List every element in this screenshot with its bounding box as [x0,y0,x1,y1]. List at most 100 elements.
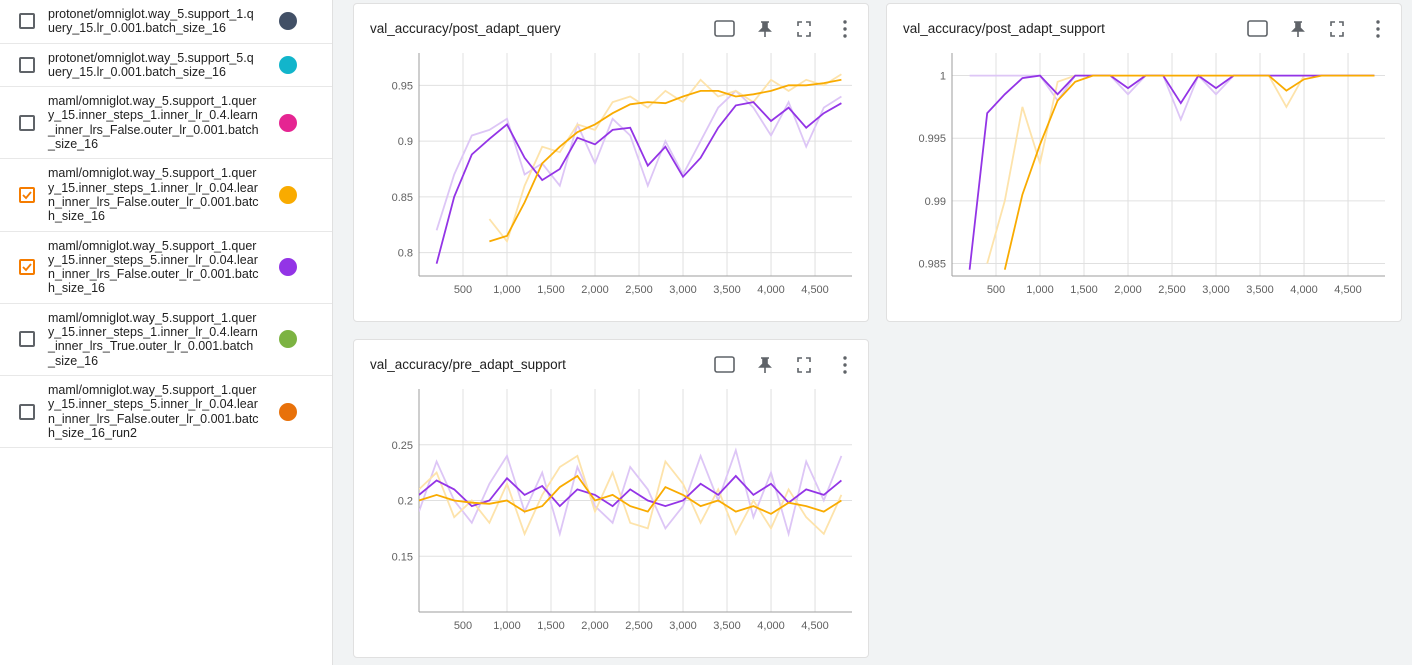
y-tick-label: 0.985 [918,258,946,270]
x-tick-label: 3,500 [713,284,741,296]
y-tick-label: 1 [940,71,946,83]
x-tick-label: 3,500 [713,620,741,632]
x-tick-label: 3,000 [1202,284,1230,296]
x-tick-label: 4,500 [801,620,829,632]
x-tick-label: 500 [454,620,472,632]
x-tick-label: 500 [454,284,472,296]
run-label: protonet/omniglot.way_5.support_1.query_… [48,7,254,36]
chart-card: val_accuracy/post_adapt_query 500 1,000 1,5… [353,3,869,322]
run-row[interactable]: protonet/omniglot.way_5.support_1.query_… [0,0,332,44]
series-line [435,89,842,231]
y-tick-label: 0.25 [392,440,413,452]
chart-card: val_accuracy/pre_adapt_support 500 1,000 1,… [353,339,869,658]
run-row[interactable]: maml/omniglot.way_5.support_1.query_15.i… [0,87,332,160]
x-tick-label: 1,500 [537,284,565,296]
checkbox[interactable] [19,331,35,348]
x-tick-label: 2,500 [1158,284,1186,296]
check-path [22,263,32,272]
icon-data-selection[interactable] [714,20,735,37]
x-tick-label: 2,500 [625,620,653,632]
x-tick-label: 2,000 [581,620,609,632]
series-line [489,78,842,243]
x-tick-label: 4,500 [801,284,829,296]
x-tick-label: 1,500 [1070,284,1098,296]
chart-card: val_accuracy/post_adapt_support 500 1,000 1… [886,3,1402,322]
run-color[interactable] [279,258,297,277]
icon-more[interactable] [843,370,847,374]
icon-more[interactable] [843,20,847,24]
x-tick-label: 4,000 [757,284,785,296]
series-line [419,474,842,508]
series-line [419,447,843,538]
x-tick-label: 1,000 [493,620,521,632]
x-tick-label: 2,000 [1114,284,1142,296]
chart-title: val_accuracy/pre_adapt_support [370,357,566,372]
run-label: maml/omniglot.way_5.support_1.query_15.i… [48,238,259,296]
run-label: maml/omniglot.way_5.support_1.query_15.i… [48,94,259,152]
y-tick-label: 0.8 [398,248,413,260]
check-mark [22,263,32,272]
checkbox[interactable] [19,56,35,73]
y-tick-label: 0.2 [398,496,413,508]
x-tick-label: 4,000 [1290,284,1318,296]
x-tick-label: 1,000 [1026,284,1054,296]
run-color[interactable] [279,12,297,31]
x-tick-label: 2,000 [581,284,609,296]
series-line [419,474,842,515]
run-label: protonet/omniglot.way_5.support_5.query_… [48,50,254,79]
icon-pin[interactable] [758,21,772,37]
run-row[interactable]: maml/omniglot.way_5.support_1.query_15.i… [0,376,332,449]
checkbox[interactable] [19,259,35,276]
icon-more[interactable] [1376,20,1380,24]
x-tick-label: 1,500 [537,620,565,632]
y-tick-label: 0.15 [392,551,413,563]
run-row[interactable]: maml/omniglot.way_5.support_1.query_15.i… [0,232,332,304]
series-line [1003,74,1375,270]
run-color[interactable] [279,330,297,349]
x-tick-label: 2,500 [625,284,653,296]
icon-more[interactable] [1376,34,1380,38]
run-color[interactable] [279,185,297,204]
x-tick-label: 4,500 [1334,284,1362,296]
x-tick-label: 500 [987,284,1005,296]
icon-more[interactable] [843,363,847,367]
checkbox[interactable] [19,403,35,420]
y-tick-label: 0.95 [392,80,413,92]
icon-pin[interactable] [1291,21,1305,37]
icon-more[interactable] [843,27,847,31]
run-row[interactable]: protonet/omniglot.way_5.support_5.query_… [0,44,332,88]
run-color[interactable] [279,55,297,74]
icon-fullscreen[interactable] [797,21,811,37]
icon-fullscreen[interactable] [1330,21,1344,37]
x-tick-label: 1,000 [493,284,521,296]
chart: val_accuracy/post_adapt_query 500 1,000 1,5… [370,20,852,296]
run-label: maml/omniglot.way_5.support_1.query_15.i… [48,310,258,368]
icon-more[interactable] [843,356,847,360]
icon-data-selection[interactable] [714,356,735,373]
toolbar [714,20,847,38]
y-tick-label: 0.9 [398,136,413,148]
checkbox[interactable] [19,114,35,131]
icon-data-selection[interactable] [1247,20,1268,37]
run-color[interactable] [279,113,297,132]
icon-fullscreen[interactable] [797,357,811,373]
icon-more[interactable] [843,34,847,38]
run-list: protonet/omniglot.way_5.support_1.query_… [0,0,333,665]
run-row[interactable]: maml/omniglot.way_5.support_1.query_15.i… [0,304,332,376]
run-label: maml/omniglot.way_5.support_1.query_15.i… [48,166,259,224]
icon-more[interactable] [1376,27,1380,31]
icon-pin[interactable] [758,357,772,373]
run-color[interactable] [279,402,297,421]
x-tick-label: 3,000 [669,284,697,296]
run-label: maml/omniglot.way_5.support_1.query_15.i… [48,382,259,440]
toolbar [714,356,847,374]
checkbox[interactable] [19,186,35,203]
run-row[interactable]: maml/omniglot.way_5.support_1.query_15.i… [0,159,332,232]
x-tick-label: 3,000 [669,620,697,632]
series-line [435,101,842,264]
chart: val_accuracy/pre_adapt_support 500 1,000 1,… [370,356,852,632]
checkbox[interactable] [19,13,35,30]
chart: val_accuracy/post_adapt_support 500 1,000 1… [903,20,1385,296]
check-mark [22,191,32,200]
